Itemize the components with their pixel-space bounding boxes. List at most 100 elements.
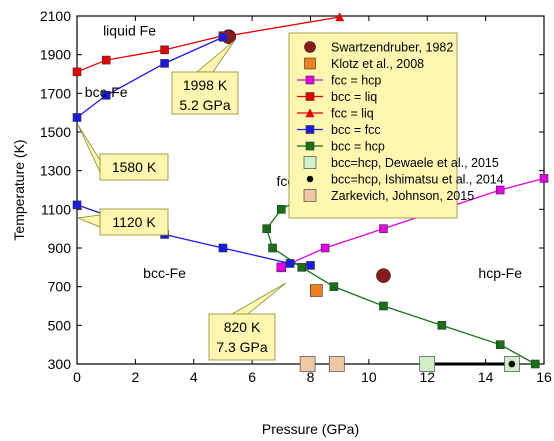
legend-label: bcc=hcp, Ishimatsu et al., 2014 <box>331 173 504 187</box>
y-axis-label: Temperature (K) <box>11 139 27 240</box>
legend-marker <box>304 57 316 70</box>
y-tick-label: 700 <box>48 279 72 295</box>
data-point <box>72 200 82 210</box>
y-tick-label: 300 <box>48 356 72 372</box>
callouts-layer: 1998 K 5.2 GPa 1580 K 1120 K 820 K 7.3 GPa <box>76 39 287 361</box>
legend-label: bcc = hcp <box>331 140 385 154</box>
region-label: liquid Fe <box>103 22 156 38</box>
x-tick-label: 2 <box>131 369 139 385</box>
legend-item: bcc=hcp, Dewaele et al., 2015 <box>303 156 499 170</box>
legend-marker <box>305 92 315 101</box>
y-tick-label: 1500 <box>40 124 71 140</box>
data-point <box>495 340 505 349</box>
y-tick-label: 500 <box>48 317 72 333</box>
legend-marker <box>305 141 315 151</box>
callout-text: 7.3 GPa <box>216 339 268 355</box>
data-point <box>376 268 391 283</box>
x-tick-label: 10 <box>361 369 377 385</box>
data-point <box>335 12 345 22</box>
legend-label: Klotz et al., 2008 <box>331 57 424 71</box>
x-tick-label: 14 <box>478 369 494 385</box>
data-point <box>530 359 540 369</box>
x-tick-label: 0 <box>73 369 81 385</box>
legend-item: fcc = hcp <box>297 74 381 88</box>
callout-text: 1120 K <box>112 214 156 230</box>
data-point <box>329 282 339 291</box>
x-tick-label: 4 <box>190 369 198 385</box>
series-line <box>76 35 224 73</box>
y-tick-label: 2100 <box>40 8 71 24</box>
data-point <box>508 360 516 368</box>
data-point <box>218 243 228 253</box>
legend-item: bcc=hcp, Ishimatsu et al., 2014 <box>306 173 504 187</box>
legend-item: Swartzendruber, 1982 <box>304 41 453 55</box>
callout-text: 5.2 GPa <box>179 97 231 113</box>
x-tick-label: 8 <box>307 369 315 385</box>
data-point <box>299 356 316 372</box>
callout: 1998 K 5.2 GPa <box>171 39 239 115</box>
data-point <box>277 205 286 214</box>
legend-label: Swartzendruber, 1982 <box>331 41 453 55</box>
callout-text: 1998 K <box>183 77 228 93</box>
data-point <box>268 243 277 253</box>
data-point <box>419 356 436 372</box>
region-label: bcc-Fe <box>143 265 186 281</box>
legend-item: fcc = liq <box>297 107 374 121</box>
data-point <box>276 262 287 273</box>
data-point <box>495 185 505 195</box>
data-point <box>72 67 82 77</box>
data-point <box>101 90 111 100</box>
data-point <box>306 261 315 270</box>
callout-text: 1580 K <box>112 159 157 175</box>
legend-label: bcc = fcc <box>331 123 381 137</box>
data-point <box>539 174 549 183</box>
x-tick-label: 16 <box>536 369 552 385</box>
data-point <box>72 113 82 122</box>
callout: 1580 K <box>77 124 169 181</box>
data-point <box>328 356 345 372</box>
axes-layer: 0 2 4 6 8 10 12 14 16 300 500 700 900 1100 1300 1500 170… <box>11 8 552 437</box>
region-label: bcc-Fe <box>85 84 128 100</box>
legend-label: Zarkevich, Johnson, 2015 <box>331 189 474 203</box>
data-point <box>297 263 307 272</box>
y-tick-label: 900 <box>48 240 72 256</box>
series-line <box>228 16 340 37</box>
legend-label: bcc = liq <box>331 90 377 104</box>
series-line <box>76 36 224 119</box>
legend-marker <box>305 125 315 134</box>
legend-marker <box>305 75 315 85</box>
legend-item: bcc = hcp <box>297 140 385 154</box>
data-point <box>218 32 228 42</box>
legend-item: Klotz et al., 2008 <box>304 57 424 71</box>
data-point <box>437 321 447 330</box>
x-tick-label: 6 <box>248 369 256 385</box>
legend-marker <box>305 108 315 118</box>
legend-label: fcc = liq <box>331 107 374 121</box>
data-point <box>160 59 169 68</box>
callout-text: 820 K <box>224 319 261 335</box>
y-tick-label: 1700 <box>40 85 71 101</box>
legend-marker <box>304 41 316 53</box>
series-line <box>266 228 536 365</box>
data-point <box>101 55 111 65</box>
x-tick-label: 12 <box>419 369 435 385</box>
y-tick-label: 1300 <box>40 163 71 179</box>
data-point <box>379 301 388 311</box>
legend-marker <box>303 156 317 169</box>
legend-label: bcc=hcp, Dewaele et al., 2015 <box>331 156 499 170</box>
legend-box <box>288 32 458 219</box>
y-tick-label: 1900 <box>40 47 71 63</box>
data-point <box>262 224 272 233</box>
data-point <box>160 45 169 55</box>
legend-item: Zarkevich, Johnson, 2015 <box>303 189 474 203</box>
legend-item: bcc = fcc <box>297 123 381 137</box>
legend-marker <box>303 189 317 202</box>
legend-label: fcc = hcp <box>331 74 381 88</box>
x-axis-label: Pressure (GPa) <box>262 421 359 437</box>
series-line <box>281 177 545 268</box>
callout: 820 K 7.3 GPa <box>208 282 287 361</box>
legend-item: bcc = liq <box>297 90 377 104</box>
data-point <box>320 243 330 253</box>
